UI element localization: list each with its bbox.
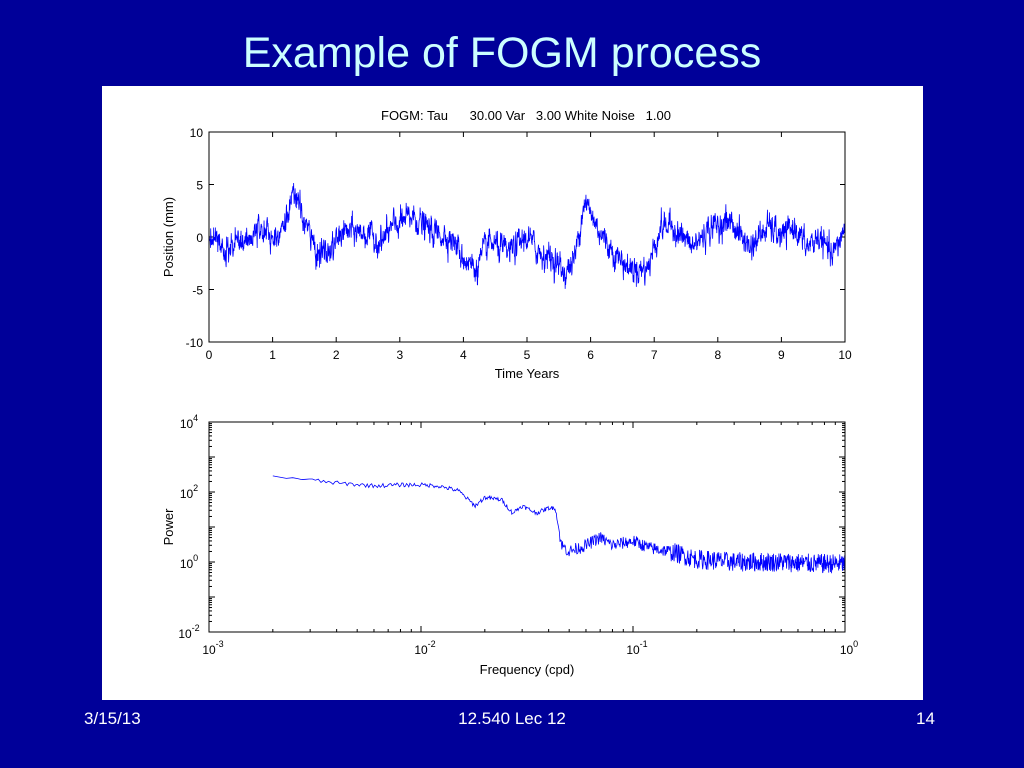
x-tick-label: 2 [333,348,340,362]
x-tick-label: 9 [778,348,785,362]
power-spectrum-xlabel: Frequency (cpd) [480,662,575,677]
x-tick-label: 1 [269,348,276,362]
time-series-tick-marks [208,131,846,343]
y-tick-label: 10 [190,126,204,140]
footer-course: 12.540 Lec 12 [458,709,566,728]
y-tick-label: -10 [186,336,204,350]
tick-label: 10-2 [178,623,199,641]
tick-label: 104 [180,413,198,431]
y-tick-label: 0 [196,231,203,245]
power-spectrum-tick-marks [208,421,846,633]
tick-label: 10-2 [414,639,435,657]
x-tick-label: 5 [524,348,531,362]
time-series-ylabel: Position (mm) [161,197,176,277]
tick-label: 100 [840,639,858,657]
time-series-chart: FOGM: Tau 30.00 Var 3.00 White Noise 1.0… [161,108,852,381]
tick-label: 100 [180,553,198,571]
footer-page-number: 14 [916,709,935,728]
slide-title: Example of FOGM process [242,29,762,77]
x-tick-label: 3 [396,348,403,362]
y-tick-label: 5 [196,179,203,193]
figure-svg: FOGM: Tau 30.00 Var 3.00 White Noise 1.0… [161,108,858,677]
figure-panel: FOGM: Tau 30.00 Var 3.00 White Noise 1.0… [102,86,923,700]
power-spectrum-frame [208,421,846,633]
x-tick-label: 7 [651,348,658,362]
time-series-xlabel: Time Years [495,366,560,381]
time-series-line [208,182,846,289]
time-series-title: FOGM: Tau 30.00 Var 3.00 White Noise 1.0… [381,108,671,123]
tick-label: 10-1 [626,639,647,657]
tick-label: 10-3 [202,639,223,657]
y-tick-label: -5 [192,284,203,298]
time-series-x-tick-labels: 0 1 2 3 4 5 6 7 8 9 10 [206,348,852,362]
power-spectrum-x-tick-labels: 10-3 10-2 10-1 100 [202,639,858,657]
tick-label: 102 [180,483,198,501]
footer-date: 3/15/13 [84,709,141,728]
power-spectrum-y-tick-labels: 10-2 100 102 104 [178,413,199,641]
x-tick-label: 8 [714,348,721,362]
x-tick-label: 0 [206,348,213,362]
time-series-y-tick-labels: -10 -5 0 5 10 [186,126,204,350]
x-tick-label: 4 [460,348,467,362]
power-spectrum-ylabel: Power [161,508,176,546]
x-tick-label: 10 [838,348,852,362]
time-series-frame [208,131,846,343]
x-tick-label: 6 [587,348,594,362]
power-spectrum-line [272,475,846,574]
